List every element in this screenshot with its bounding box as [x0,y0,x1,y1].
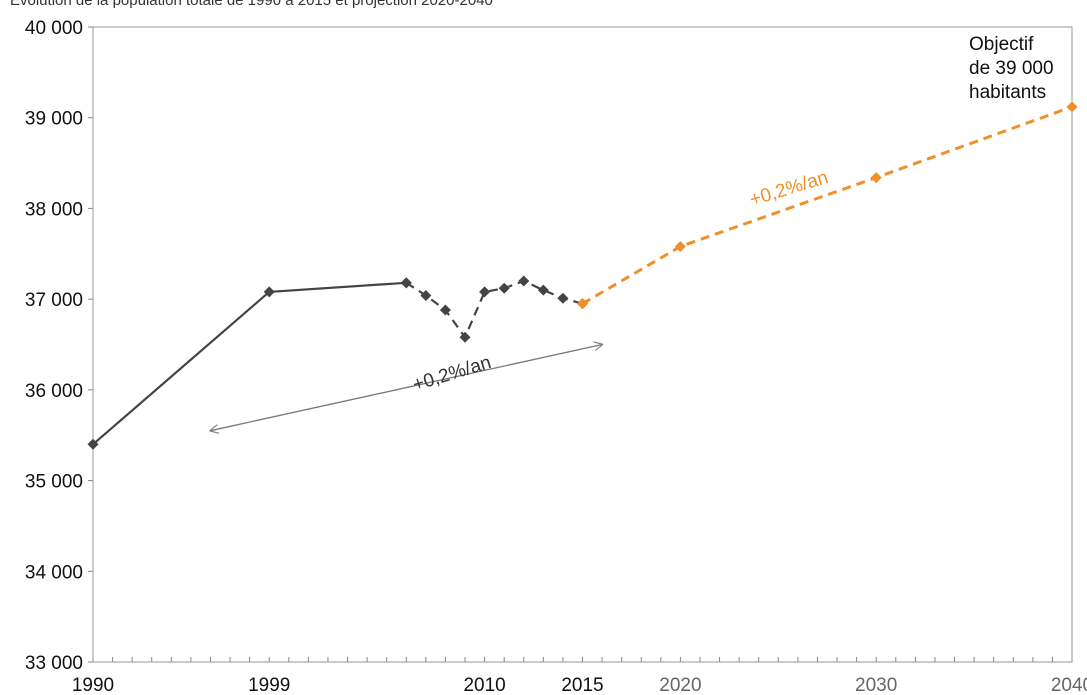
y-tick-label: 39 000 [25,109,83,130]
historic-growth-label: +0,2%/an [410,352,493,396]
data-point-marker [498,282,510,294]
x-tick-label: 2010 [463,675,505,695]
data-point-marker [420,290,432,302]
y-tick-label: 36 000 [25,381,83,402]
data-point-marker [674,241,686,253]
x-tick-label: 2040 [1051,675,1087,695]
data-point-marker [537,284,549,296]
series-line-3 [581,105,1073,305]
data-point-marker [518,275,530,287]
chart-title: Évolution de la population totale de 199… [10,0,493,9]
data-point-marker [400,277,412,289]
y-tick-label: 33 000 [25,653,83,674]
y-tick-label: 40 000 [25,18,83,39]
y-tick-label: 37 000 [25,290,83,311]
series-line-1 [92,281,407,446]
x-tick-label: 2020 [659,675,701,695]
x-tick-label: 2015 [561,675,603,695]
data-point-marker [557,292,569,304]
y-tick-label: 34 000 [25,562,83,583]
target-label-line: Objectif [969,34,1034,55]
target-label-line: habitants [969,82,1046,103]
x-tick-label: 1990 [72,675,114,695]
target-label-line: de 39 000 [969,58,1054,79]
y-tick-label: 35 000 [25,472,83,493]
x-tick-label: 2030 [855,675,897,695]
data-point-marker [439,304,451,316]
data-point-marker [1066,101,1078,113]
data-point-marker [459,331,471,343]
plot-frame [92,26,1073,663]
series-line-2 [405,279,583,340]
growth-arrow [210,345,602,431]
y-tick-label: 38 000 [25,199,83,220]
x-tick-label: 1999 [248,675,290,695]
data-point-marker [87,438,99,450]
data-point-marker [479,286,491,298]
data-point-marker [870,172,882,184]
projection-growth-label: +0,2%/an [747,167,830,211]
data-point-marker [577,298,588,310]
data-point-marker [263,286,275,298]
